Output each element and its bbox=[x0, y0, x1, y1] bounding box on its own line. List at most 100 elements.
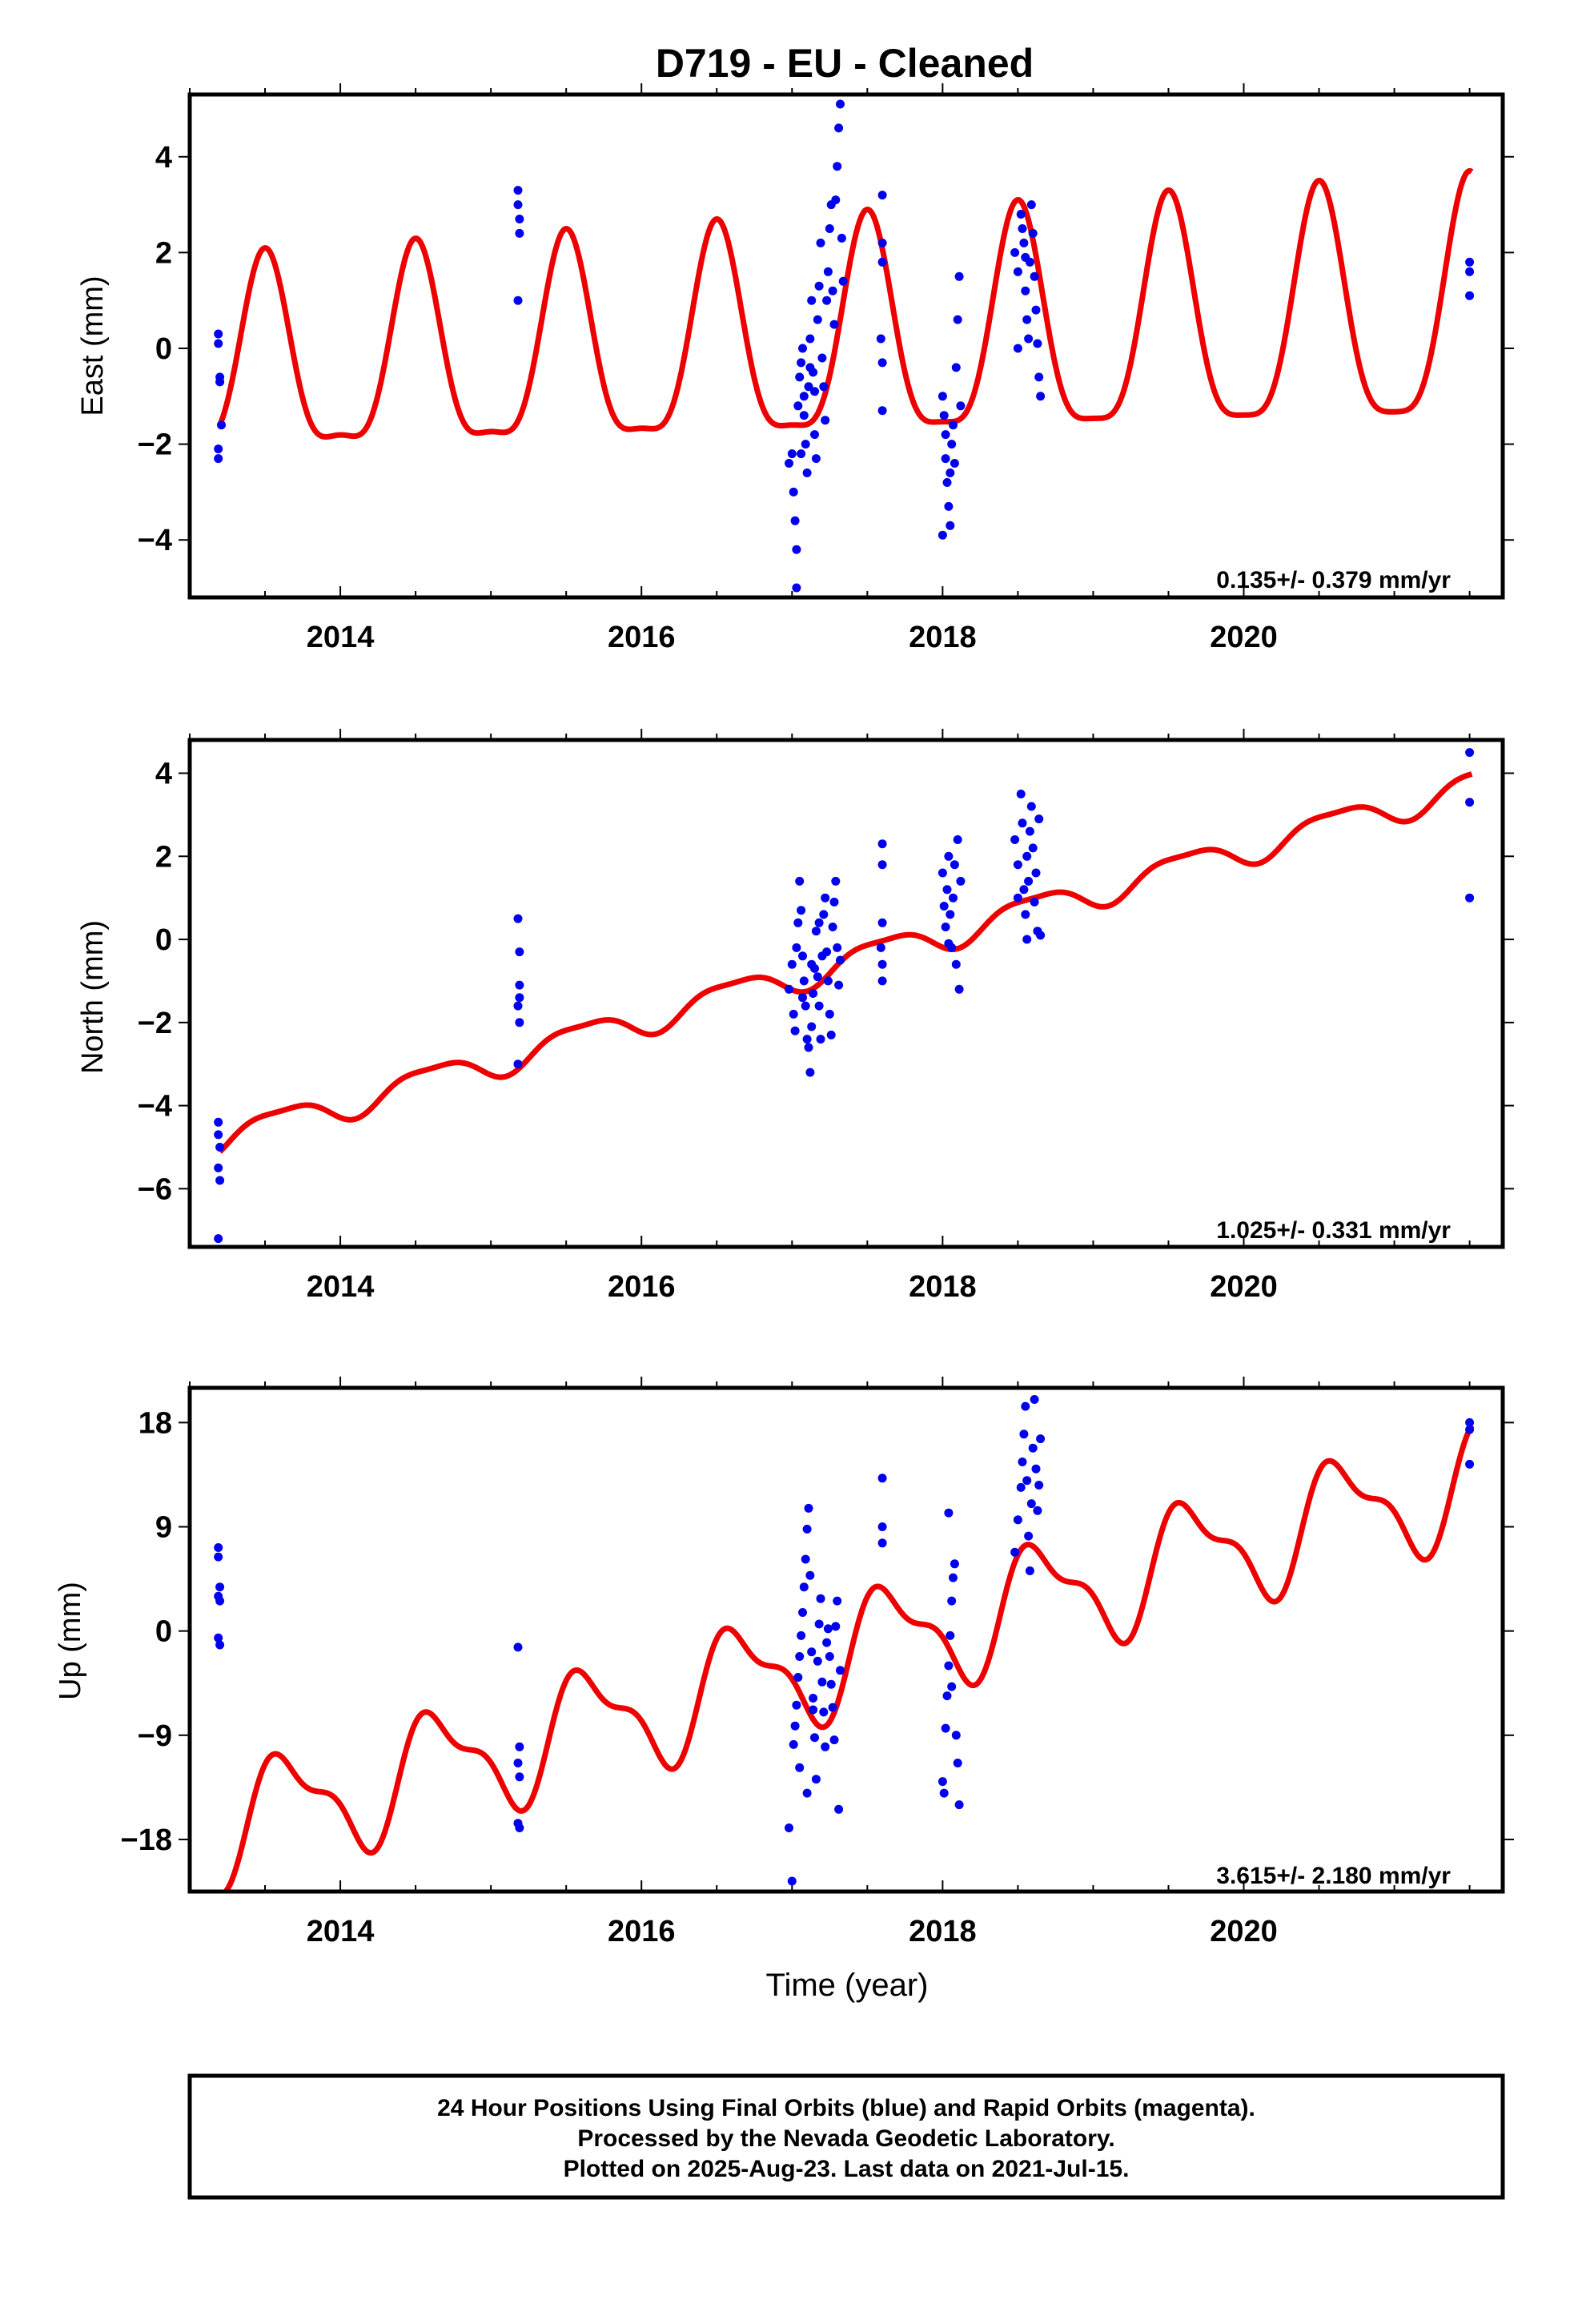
data-point bbox=[1016, 790, 1026, 798]
data-point bbox=[515, 228, 524, 238]
data-point bbox=[823, 1624, 833, 1634]
data-point bbox=[214, 329, 223, 339]
data-point bbox=[804, 382, 813, 392]
data-point bbox=[790, 516, 800, 525]
data-point bbox=[877, 918, 887, 927]
data-point bbox=[956, 876, 966, 886]
data-point bbox=[954, 1800, 964, 1810]
data-point bbox=[877, 1474, 887, 1483]
data-point bbox=[793, 1673, 803, 1682]
data-point bbox=[831, 195, 841, 205]
data-point bbox=[1030, 1395, 1039, 1404]
data-point bbox=[949, 1573, 958, 1582]
plot-frame bbox=[187, 1385, 1505, 1894]
data-point bbox=[1036, 931, 1046, 940]
data-point bbox=[941, 454, 950, 464]
data-point bbox=[802, 1524, 812, 1534]
data-point bbox=[214, 1234, 223, 1244]
data-point bbox=[798, 951, 807, 961]
data-point bbox=[947, 1596, 957, 1606]
data-point bbox=[826, 1679, 836, 1689]
data-point bbox=[1021, 286, 1030, 296]
data-point bbox=[807, 1022, 817, 1031]
data-point bbox=[1034, 1481, 1044, 1490]
chart-title: D719 - EU - Cleaned bbox=[656, 41, 1034, 86]
data-point bbox=[1022, 1476, 1032, 1486]
data-point bbox=[816, 238, 825, 247]
data-point bbox=[836, 1666, 845, 1675]
data-point bbox=[939, 1788, 949, 1798]
data-point bbox=[1018, 818, 1027, 828]
y-tick-label: 0 bbox=[155, 923, 172, 957]
data-point bbox=[797, 358, 806, 368]
data-point bbox=[1036, 1434, 1046, 1444]
data-point bbox=[877, 257, 887, 267]
data-point bbox=[795, 876, 805, 886]
data-point bbox=[809, 1705, 818, 1715]
data-point bbox=[797, 449, 806, 459]
data-point bbox=[947, 1682, 957, 1691]
data-point bbox=[805, 1570, 815, 1580]
data-point bbox=[214, 339, 223, 348]
data-point bbox=[1024, 1531, 1034, 1541]
data-point bbox=[876, 943, 885, 952]
data-point bbox=[802, 1035, 812, 1044]
data-point bbox=[877, 976, 887, 986]
x-tick-label: 2016 bbox=[608, 621, 676, 654]
x-tick-label: 2016 bbox=[608, 1915, 676, 1948]
data-point bbox=[1031, 868, 1041, 878]
data-point bbox=[513, 296, 523, 305]
data-point bbox=[822, 296, 832, 305]
data-point bbox=[1010, 835, 1020, 844]
data-point bbox=[1021, 1401, 1030, 1411]
y-tick-label: 2 bbox=[155, 840, 172, 874]
x-tick-label: 2014 bbox=[307, 621, 375, 654]
data-point bbox=[822, 947, 832, 957]
ylabel-up: Up (mm) bbox=[54, 1582, 87, 1700]
data-point bbox=[1026, 1499, 1036, 1509]
data-point bbox=[785, 459, 793, 468]
y-tick-label: 4 bbox=[155, 141, 172, 175]
data-point bbox=[831, 876, 841, 886]
data-point bbox=[939, 902, 949, 911]
data-point bbox=[938, 1777, 947, 1787]
data-point bbox=[1031, 305, 1041, 315]
rate-east: 0.135+/- 0.379 mm/yr bbox=[1216, 567, 1451, 593]
data-point bbox=[817, 1677, 827, 1687]
data-point bbox=[798, 1608, 807, 1617]
data-point bbox=[1034, 372, 1044, 382]
data-point bbox=[787, 1876, 797, 1886]
data-point bbox=[819, 910, 829, 919]
data-point bbox=[515, 1018, 524, 1027]
y-tick-label: −18 bbox=[121, 1823, 172, 1857]
data-point bbox=[833, 162, 842, 171]
data-point bbox=[814, 1619, 824, 1629]
footer-line-3: Plotted on 2025-Aug-23. Last data on 202… bbox=[564, 2156, 1130, 2182]
data-point bbox=[792, 943, 801, 952]
data-point bbox=[946, 468, 955, 477]
data-point bbox=[513, 186, 523, 195]
data-point bbox=[802, 468, 812, 477]
y-tick-label: 18 bbox=[139, 1406, 172, 1440]
data-point bbox=[792, 583, 801, 593]
footer-line-1: 24 Hour Positions Using Final Orbits (bl… bbox=[437, 2095, 1255, 2121]
data-point bbox=[1028, 228, 1038, 238]
data-point bbox=[787, 959, 797, 969]
y-tick-label: 0 bbox=[155, 1615, 172, 1649]
data-point bbox=[215, 1640, 225, 1650]
data-point bbox=[1036, 392, 1046, 401]
footer-line-2: Processed by the Nevada Geodetic Laborat… bbox=[577, 2125, 1114, 2152]
data-point bbox=[836, 99, 845, 109]
data-point bbox=[1030, 897, 1039, 907]
data-point bbox=[837, 233, 846, 243]
data-point bbox=[1022, 851, 1032, 861]
x-tick-label: 2020 bbox=[1210, 1270, 1278, 1304]
data-point bbox=[816, 1594, 825, 1603]
x-tick-label: 2020 bbox=[1210, 1915, 1278, 1948]
panel-east: East (mm) 0.135+/- 0.379 mm/yr 2014 2016 2… bbox=[76, 83, 1514, 654]
data-point bbox=[821, 1742, 830, 1751]
y-tick-label: −9 bbox=[138, 1719, 172, 1753]
data-point bbox=[214, 1163, 223, 1172]
data-point bbox=[821, 893, 830, 903]
data-point bbox=[214, 1543, 223, 1552]
